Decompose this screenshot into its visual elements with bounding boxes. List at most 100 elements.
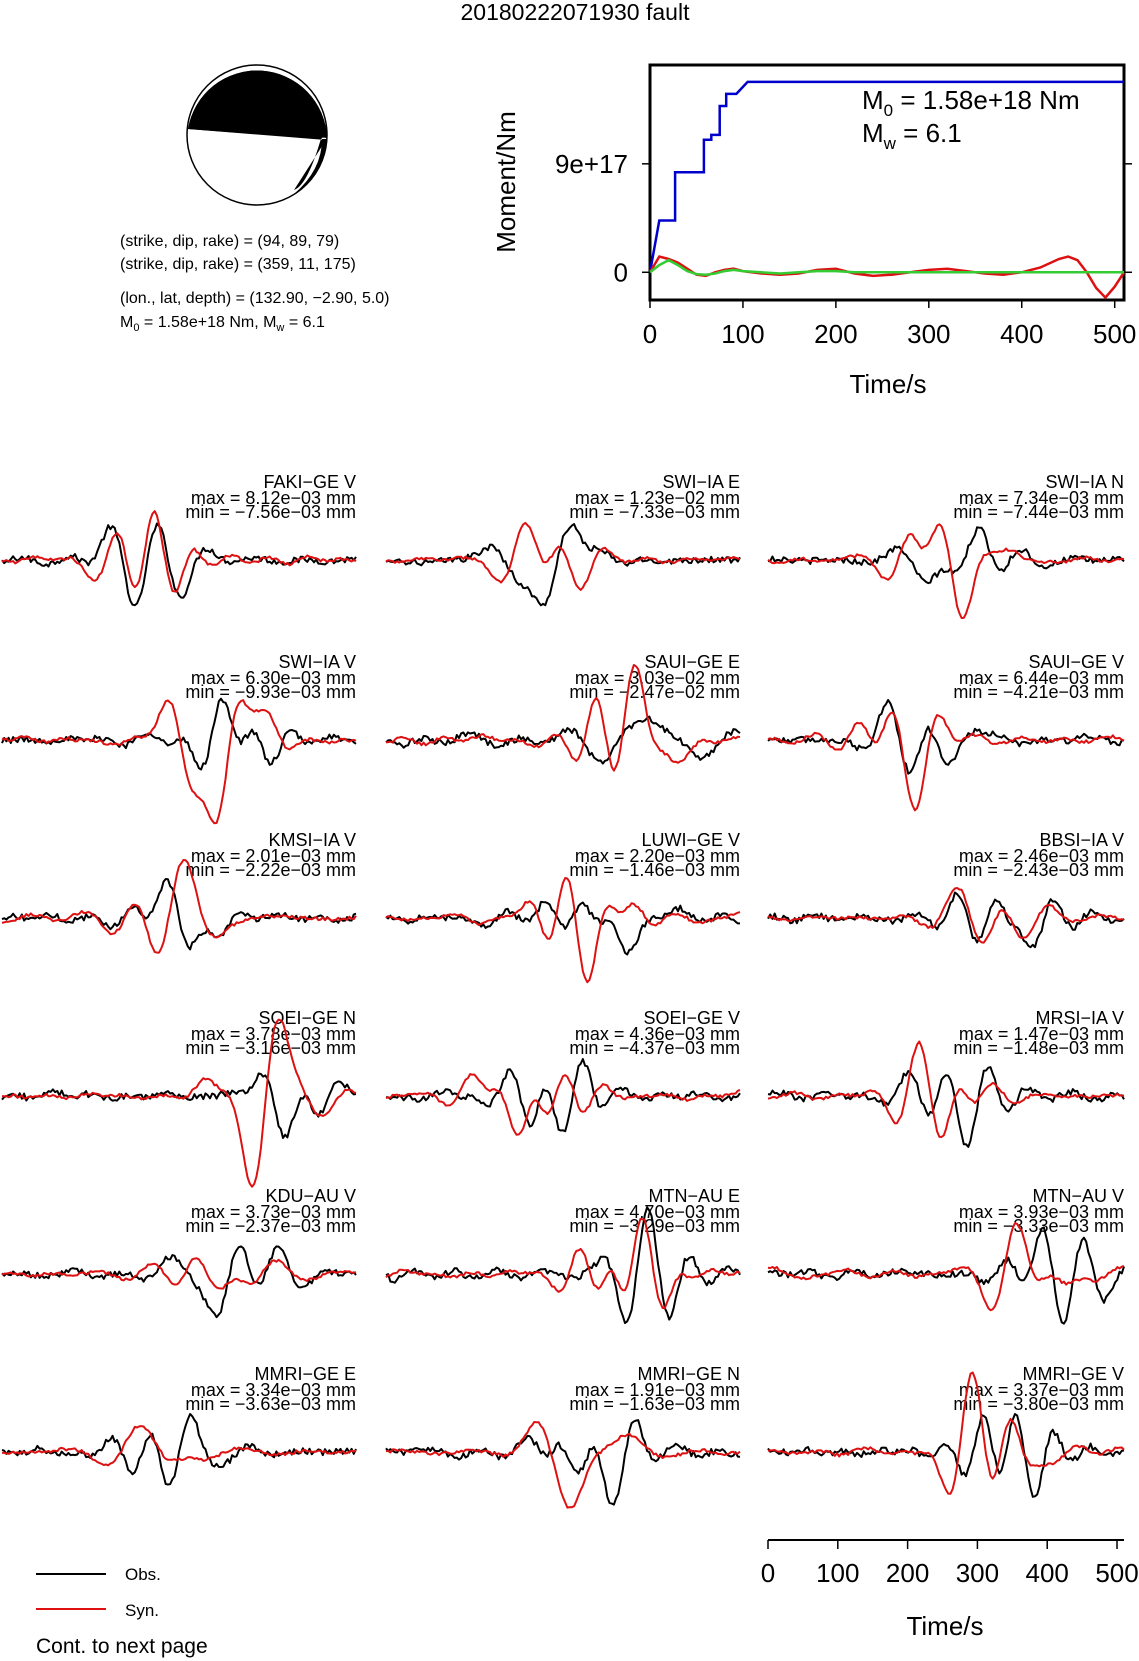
station-min: min = −7.33e−03 mm <box>569 502 740 522</box>
moment-mw-annotation: Mw = 6.1 <box>862 118 962 153</box>
waveform-x-tick-label: 100 <box>816 1558 859 1588</box>
observed-trace <box>385 523 741 607</box>
moment-y-tick-label: 0 <box>614 257 628 287</box>
station-max: max = 3.73e−03 mm <box>191 1202 356 1222</box>
synthetic-trace <box>1 1018 357 1188</box>
station-min: min = −7.56e−03 mm <box>185 502 356 522</box>
station-min: min = −3.33e−03 mm <box>953 1216 1124 1236</box>
synthetic-trace <box>767 523 1125 619</box>
synthetic-trace <box>767 1371 1125 1495</box>
station-min: min = −3.29e−03 mm <box>569 1216 740 1236</box>
station-min: min = −2.37e−03 mm <box>185 1216 356 1236</box>
station-max: max = 2.46e−03 mm <box>959 846 1124 866</box>
station-min: min = −7.44e−03 mm <box>953 502 1124 522</box>
moment-series-2 <box>649 258 1124 276</box>
synthetic-trace <box>385 664 741 772</box>
moment-x-tick-label: 500 <box>1093 319 1136 349</box>
figure-title: 20180222071930 fault <box>461 0 691 25</box>
station-label: FAKI−GE V <box>263 472 356 492</box>
moment-x-axis-label: Time/s <box>849 369 926 399</box>
observed-trace <box>385 1206 741 1325</box>
waveform-x-tick-label: 300 <box>956 1558 999 1588</box>
waveform-x-tick-label: 500 <box>1095 1558 1138 1588</box>
mechanism-location: (lon., lat, depth) = (132.90, −2.90, 5.0… <box>120 290 390 307</box>
station-max: max = 7.34e−03 mm <box>959 488 1124 508</box>
station-max: max = 2.20e−03 mm <box>575 846 740 866</box>
synthetic-trace <box>767 1222 1125 1312</box>
synthetic-trace <box>1 859 357 954</box>
station-label: SAUI−GE V <box>1028 652 1124 672</box>
station-max: max = 6.44e−03 mm <box>959 668 1124 688</box>
waveform-x-axis-label: Time/s <box>906 1611 983 1641</box>
station-max: max = 8.12e−03 mm <box>191 488 356 508</box>
station-min: min = −3.63e−03 mm <box>185 1394 356 1414</box>
observed-trace <box>767 1066 1125 1148</box>
moment-series-group <box>648 80 1126 300</box>
synthetic-trace <box>767 711 1125 812</box>
station-max: max = 3.03e−02 mm <box>575 668 740 688</box>
station-min: min = −1.48e−03 mm <box>953 1038 1124 1058</box>
moment-axes: 0 100 200 300 400 500 0 9e+17 <box>555 149 1136 349</box>
moment-y-axis-label: Moment/Nm <box>491 111 521 253</box>
beachball-compressional-upper <box>188 70 327 139</box>
synthetic-trace <box>1 510 357 593</box>
moment-series-0 <box>648 80 1124 273</box>
moment-series-1 <box>648 255 1126 300</box>
observed-trace <box>1 1072 357 1139</box>
continued-note: Cont. to next page <box>36 1635 208 1658</box>
synthetic-trace <box>385 521 741 591</box>
observed-trace <box>1 1413 357 1486</box>
station-max: max = 1.91e−03 mm <box>575 1380 740 1400</box>
moment-x-tick-label: 0 <box>643 319 657 349</box>
station-min: min = −2.43e−03 mm <box>953 860 1124 880</box>
observed-trace <box>768 526 1125 585</box>
moment-plot-frame <box>648 63 1126 302</box>
station-min: min = −4.21e−03 mm <box>953 682 1124 702</box>
station-min: min = −1.46e−03 mm <box>569 860 740 880</box>
legend-obs-label: Obs. <box>125 1565 161 1584</box>
synthetic-trace <box>385 877 741 984</box>
synthetic-trace <box>1 1257 357 1290</box>
station-label: SOEI−GE V <box>643 1008 740 1028</box>
synthetic-trace <box>1 1425 357 1467</box>
station-max: max = 1.47e−03 mm <box>959 1024 1124 1044</box>
observed-trace <box>1 878 357 951</box>
station-label: LUWI−GE V <box>641 830 740 850</box>
mechanism-info: (strike, dip, rake) = (94, 89, 79) (stri… <box>120 233 390 334</box>
moment-x-tick-label: 300 <box>907 319 950 349</box>
station-label: KMSI−IA V <box>268 830 356 850</box>
observed-trace <box>386 1058 741 1133</box>
station-label: MRSI−IA V <box>1035 1008 1124 1028</box>
moment-x-tick-label: 200 <box>814 319 857 349</box>
mechanism-nodal-plane-1: (strike, dip, rake) = (94, 89, 79) <box>120 233 339 250</box>
synthetic-trace <box>1 699 357 825</box>
observed-trace <box>385 715 741 765</box>
moment-m0-annotation: M0 = 1.58e+18 Nm <box>862 85 1080 120</box>
station-max: max = 6.30e−03 mm <box>191 668 356 688</box>
station-label: SWI−IA E <box>662 472 740 492</box>
station-min: min = −2.47e−02 mm <box>569 682 740 702</box>
moment-x-tick-label: 400 <box>1000 319 1043 349</box>
mechanism-nodal-plane-2: (strike, dip, rake) = (359, 11, 175) <box>120 256 356 273</box>
observed-trace <box>1 522 357 607</box>
legend: Obs. Syn. <box>36 1565 161 1620</box>
station-min: min = −4.37e−03 mm <box>569 1038 740 1058</box>
moment-y-tick-label: 9e+17 <box>555 149 628 179</box>
waveform-time-axis: 0 100 200 300 400 500 <box>761 1539 1139 1588</box>
station-max: max = 4.70e−03 mm <box>575 1202 740 1222</box>
station-min: min = −9.93e−03 mm <box>185 682 356 702</box>
station-label: BBSI−IA V <box>1039 830 1124 850</box>
station-min: min = −1.63e−03 mm <box>569 1394 740 1414</box>
